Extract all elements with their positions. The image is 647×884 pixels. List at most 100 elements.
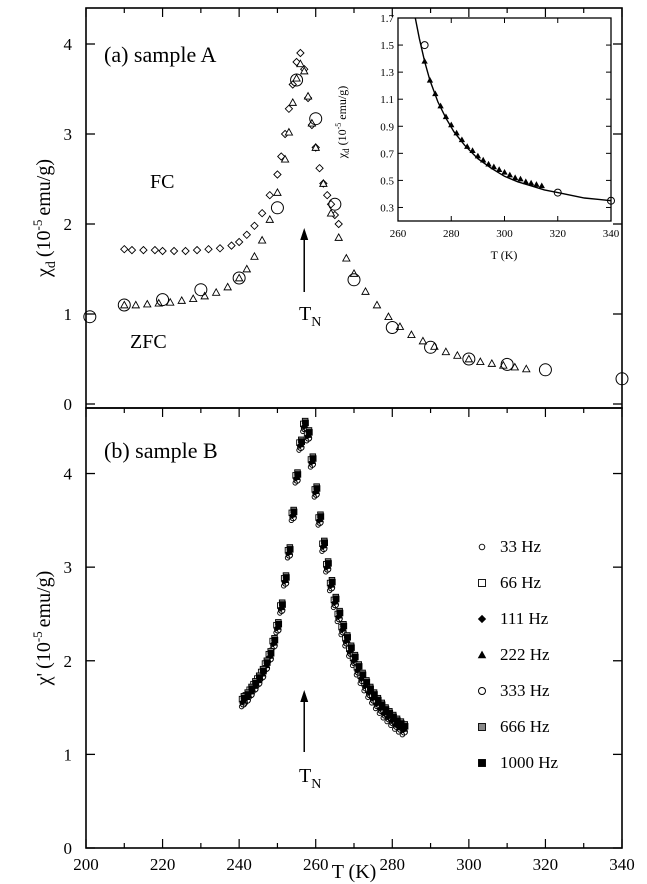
inset-y-tick-label: 1.7 [380, 13, 394, 25]
panel-b-x-tick-label: 340 [609, 855, 635, 874]
zfc-annotation: ZFC [130, 331, 167, 353]
data-point [313, 485, 321, 492]
panel-a-series [83, 48, 629, 386]
data-point [234, 273, 244, 282]
series-open-circles [83, 73, 629, 386]
legend-marker [477, 650, 487, 659]
panel-b-y-tick-label: 3 [64, 558, 73, 577]
series-zfc [119, 59, 531, 373]
legend-label: 333 Hz [500, 681, 550, 700]
inset-circle-point [607, 196, 615, 205]
data-point [322, 190, 332, 200]
panel-b-x-axis-label: T (K) [332, 861, 377, 883]
data-point [372, 300, 382, 309]
series-fc [120, 48, 343, 256]
panel-b-series [238, 417, 409, 738]
data-point [311, 142, 321, 151]
data-point [223, 282, 233, 291]
inset-data-point [485, 160, 492, 167]
data-point [500, 357, 514, 371]
panel-a-ylabel-unit: (10 [33, 230, 55, 257]
data-point [139, 245, 148, 255]
inset-y-tick-label: 0.3 [380, 202, 394, 214]
data-point [344, 634, 351, 641]
inset-x-tick-label: 280 [443, 228, 460, 240]
data-point [310, 455, 317, 462]
data-point [120, 244, 129, 254]
panel-a-tn-label: TN [299, 303, 321, 330]
data-point [280, 154, 290, 163]
inset-data-point [511, 174, 519, 181]
data-point [321, 539, 328, 547]
data-point [309, 112, 323, 126]
data-point [192, 245, 202, 255]
data-point [401, 723, 409, 730]
data-point [315, 163, 324, 173]
panel-a-ylabel-chi: χ [33, 268, 55, 278]
legend-item: 666 Hz [478, 717, 550, 736]
data-point [244, 691, 252, 698]
data-point [361, 286, 370, 295]
inset-circle-point [420, 41, 429, 50]
inset-y-tick-label: 1.3 [380, 67, 394, 79]
panel-b-y-tick-label: 1 [64, 745, 73, 764]
panel-a-y-axis-label: χd (10-5 emu/g) [30, 159, 59, 278]
panel-b-tn-arrow-head [300, 690, 309, 702]
inset-y-tick-label: 0.9 [380, 121, 394, 133]
inset-data-point [538, 182, 545, 189]
inset-series [414, 17, 615, 205]
panel-a-y-tick-label: 4 [64, 35, 73, 54]
data-point [349, 268, 359, 277]
panel-a-tn-n: N [311, 315, 321, 330]
inset-ylabel-tail: emu/g) [335, 86, 349, 120]
data-point [284, 127, 294, 136]
data-point [340, 622, 348, 630]
inset-x-tick-label: 340 [603, 228, 620, 240]
inset-data-point [432, 90, 439, 97]
inset-ylabel-chi: χ [335, 152, 349, 159]
data-point [418, 336, 428, 345]
panel-b-ylabel-unit: (10 [33, 642, 55, 669]
data-point [386, 709, 394, 717]
legend: 33 Hz 66 Hz 111 Hz 222 Hz 333 Hz 666 Hz 1000 H… [477, 537, 559, 772]
panel-a-ylabel-exp: -5 [30, 220, 45, 231]
panel-a-y-tick-label: 3 [64, 125, 73, 144]
data-point [265, 214, 275, 223]
inset-data-point [426, 76, 434, 83]
inset-circle-point [553, 188, 562, 197]
panel-b-y-axis-label: χ' (10-5 emu/g) [30, 571, 55, 687]
data-point [169, 246, 179, 256]
panel-b-tn-n: N [311, 777, 321, 792]
panel-a-tn-t: T [299, 303, 311, 325]
legend-marker [478, 687, 486, 695]
data-point [292, 73, 301, 82]
legend-label: 111 Hz [500, 609, 549, 628]
data-point [150, 245, 160, 255]
panel-b-x-tick-label: 240 [226, 855, 252, 874]
panel-b-x-tick-label: 300 [456, 855, 482, 874]
data-point [194, 283, 208, 297]
inset-ticks: 260 280 300 320 340 0.3 0.5 0.7 0.9 1.1 1.3 1.5 1.7 [380, 13, 620, 240]
data-point [334, 232, 344, 241]
panel-a-tn-arrow-head [300, 228, 309, 240]
panel-a-y-tick-label: 2 [64, 215, 73, 234]
legend-label: 222 Hz [500, 645, 550, 664]
series-222-hz [239, 422, 408, 732]
inset-data-point [458, 136, 466, 143]
data-point [279, 601, 286, 608]
inset: 260 280 300 320 3400.30.50.70.91.11.31.51.7 … [334, 13, 620, 262]
series-66-hz [238, 420, 407, 731]
panel-a-ylabel-tail: emu/g) [33, 159, 55, 216]
data-point [615, 372, 629, 386]
data-point [367, 685, 374, 693]
panel-b-ylabel-exp: -5 [30, 631, 45, 642]
data-point [215, 244, 225, 253]
inset-y-axis-label: χd (10-5 emu/g) [334, 86, 351, 160]
inset-ylabel-unit: (10 [335, 129, 349, 145]
data-point [334, 219, 343, 229]
panel-b-x-tick-label: 280 [380, 855, 406, 874]
inset-data-point [464, 143, 471, 149]
data-point [234, 237, 244, 247]
panel-b-frame [85, 407, 623, 849]
data-point [325, 560, 332, 567]
